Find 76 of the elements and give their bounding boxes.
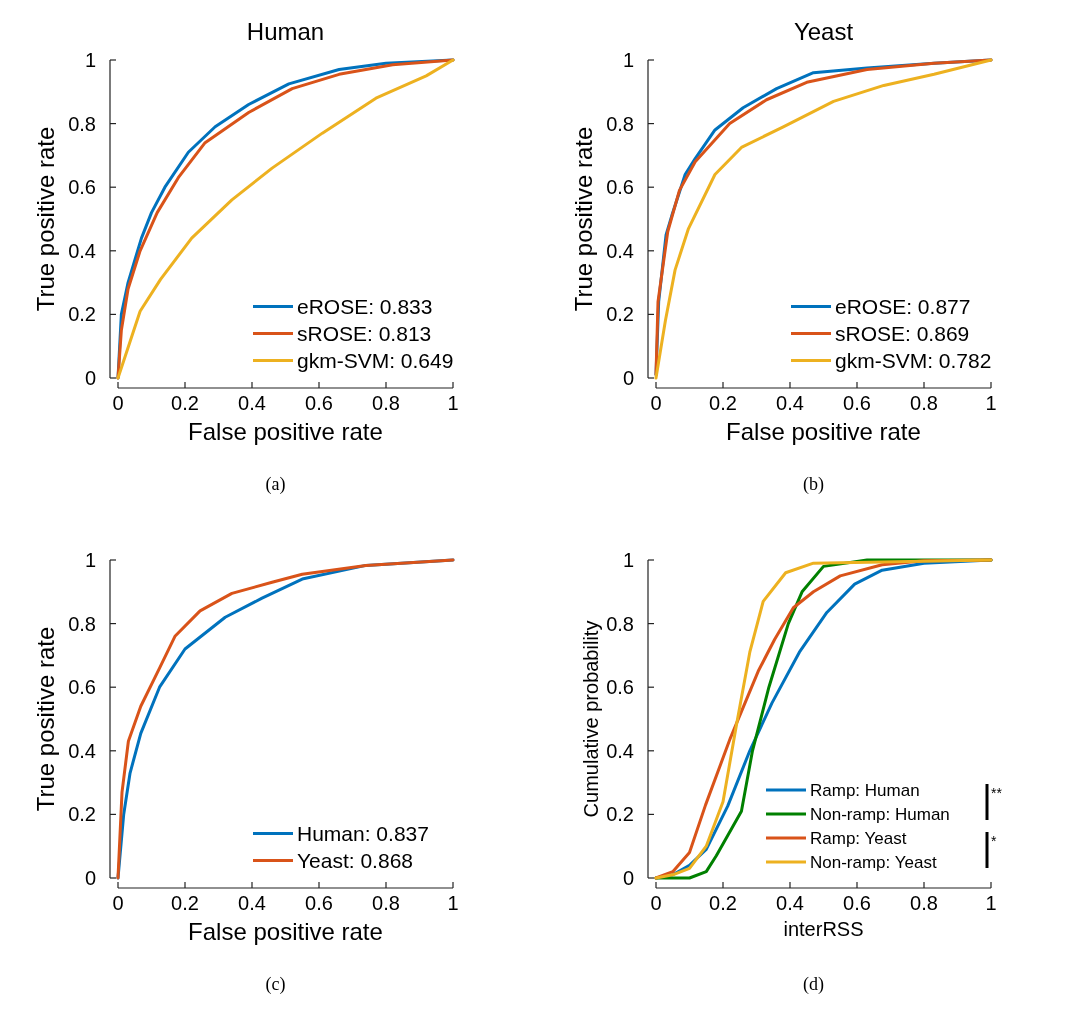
x-axis-title: False positive rate bbox=[188, 918, 383, 945]
y-tick-label: 0.4 bbox=[68, 739, 96, 762]
y-tick-label: 0 bbox=[84, 867, 96, 889]
y-tick-label: 0.4 bbox=[606, 239, 634, 262]
y-tick-label: 0.2 bbox=[606, 303, 634, 326]
y-tick-label: 0.8 bbox=[606, 612, 634, 635]
y-tick-label: 0.8 bbox=[606, 112, 634, 135]
legend-label: gkm-SVM: 0.782 bbox=[835, 348, 992, 372]
x-axis-title: False positive rate bbox=[188, 418, 383, 445]
x-tick-label: 1 bbox=[447, 892, 459, 914]
y-tick-label: 0.6 bbox=[606, 176, 634, 199]
y-tick-label: 0.4 bbox=[606, 739, 634, 762]
y-tick-label: 0 bbox=[84, 367, 96, 389]
y-tick-label: 0.6 bbox=[606, 676, 634, 699]
y-tick-label: 0 bbox=[622, 867, 634, 889]
x-tick-label: 0.6 bbox=[305, 392, 333, 414]
legend-label: Ramp: Human bbox=[810, 780, 920, 800]
x-tick-label: 0.6 bbox=[305, 892, 333, 914]
legend-label: gkm-SVM: 0.649 bbox=[297, 348, 454, 372]
x-tick-label: 0.6 bbox=[843, 392, 871, 414]
x-tick-label: 0.4 bbox=[776, 392, 804, 414]
legend-label: sROSE: 0.813 bbox=[297, 321, 432, 345]
y-tick-label: 1 bbox=[84, 549, 96, 571]
x-axis-title: interRSS bbox=[783, 918, 864, 940]
x-tick-label: 0 bbox=[650, 892, 662, 914]
x-tick-label: 1 bbox=[985, 392, 997, 414]
x-tick-label: 1 bbox=[447, 392, 459, 414]
y-tick-label: 0.2 bbox=[606, 803, 634, 826]
y-tick-label: 1 bbox=[622, 549, 634, 571]
y-axis-title: True positive rate bbox=[32, 626, 59, 812]
x-tick-label: 0.4 bbox=[776, 892, 804, 914]
legend-label: Non-ramp: Human bbox=[810, 804, 950, 824]
y-tick-label: 0.6 bbox=[68, 176, 96, 199]
y-tick-label: 0.2 bbox=[68, 303, 96, 326]
y-tick-label: 0.2 bbox=[68, 803, 96, 826]
x-tick-label: 0.4 bbox=[238, 392, 266, 414]
text: (b) bbox=[803, 474, 824, 495]
y-tick-label: 0.6 bbox=[68, 676, 96, 699]
x-tick-label: 0.2 bbox=[709, 892, 737, 914]
x-tick-label: 0 bbox=[650, 392, 662, 414]
legend-label: Non-ramp: Yeast bbox=[810, 852, 937, 872]
y-axis-title: True positive rate bbox=[570, 126, 597, 312]
y-tick-label: 0.4 bbox=[68, 239, 96, 262]
legend-label: sROSE: 0.869 bbox=[835, 321, 970, 345]
legend-label: Ramp: Yeast bbox=[810, 828, 907, 848]
y-axis-title: True positive rate bbox=[32, 126, 59, 312]
x-tick-label: 0.4 bbox=[238, 892, 266, 914]
x-tick-label: 1 bbox=[985, 892, 997, 914]
y-tick-label: 0.8 bbox=[68, 112, 96, 135]
text: (d) bbox=[803, 974, 824, 995]
x-tick-label: 0.8 bbox=[910, 392, 938, 414]
text: (c) bbox=[265, 974, 286, 995]
annotation: * bbox=[991, 833, 997, 849]
legend-label: Human: 0.837 bbox=[297, 821, 429, 845]
x-axis-title: False positive rate bbox=[726, 418, 921, 445]
legend-label: eROSE: 0.833 bbox=[297, 294, 433, 318]
x-tick-label: 0.2 bbox=[709, 392, 737, 414]
chart-title: Human bbox=[246, 18, 325, 45]
x-tick-label: 0.2 bbox=[171, 892, 199, 914]
annotation: ** bbox=[991, 785, 1003, 801]
y-tick-label: 0.8 bbox=[68, 612, 96, 635]
legend-label: Yeast: 0.868 bbox=[297, 848, 413, 872]
chart-title: Yeast bbox=[793, 18, 854, 45]
y-axis-title: Cumulative probability bbox=[580, 620, 602, 818]
x-tick-label: 0.8 bbox=[372, 392, 400, 414]
legend-label: eROSE: 0.877 bbox=[835, 294, 971, 318]
x-tick-label: 0.8 bbox=[372, 892, 400, 914]
x-tick-label: 0.2 bbox=[171, 392, 199, 414]
x-tick-label: 0.6 bbox=[843, 892, 871, 914]
x-tick-label: 0.8 bbox=[910, 892, 938, 914]
y-tick-label: 0 bbox=[622, 367, 634, 389]
x-tick-label: 0 bbox=[112, 392, 124, 414]
y-tick-label: 1 bbox=[622, 49, 634, 71]
x-tick-label: 0 bbox=[112, 892, 124, 914]
text: (a) bbox=[265, 474, 286, 495]
y-tick-label: 1 bbox=[84, 49, 96, 71]
